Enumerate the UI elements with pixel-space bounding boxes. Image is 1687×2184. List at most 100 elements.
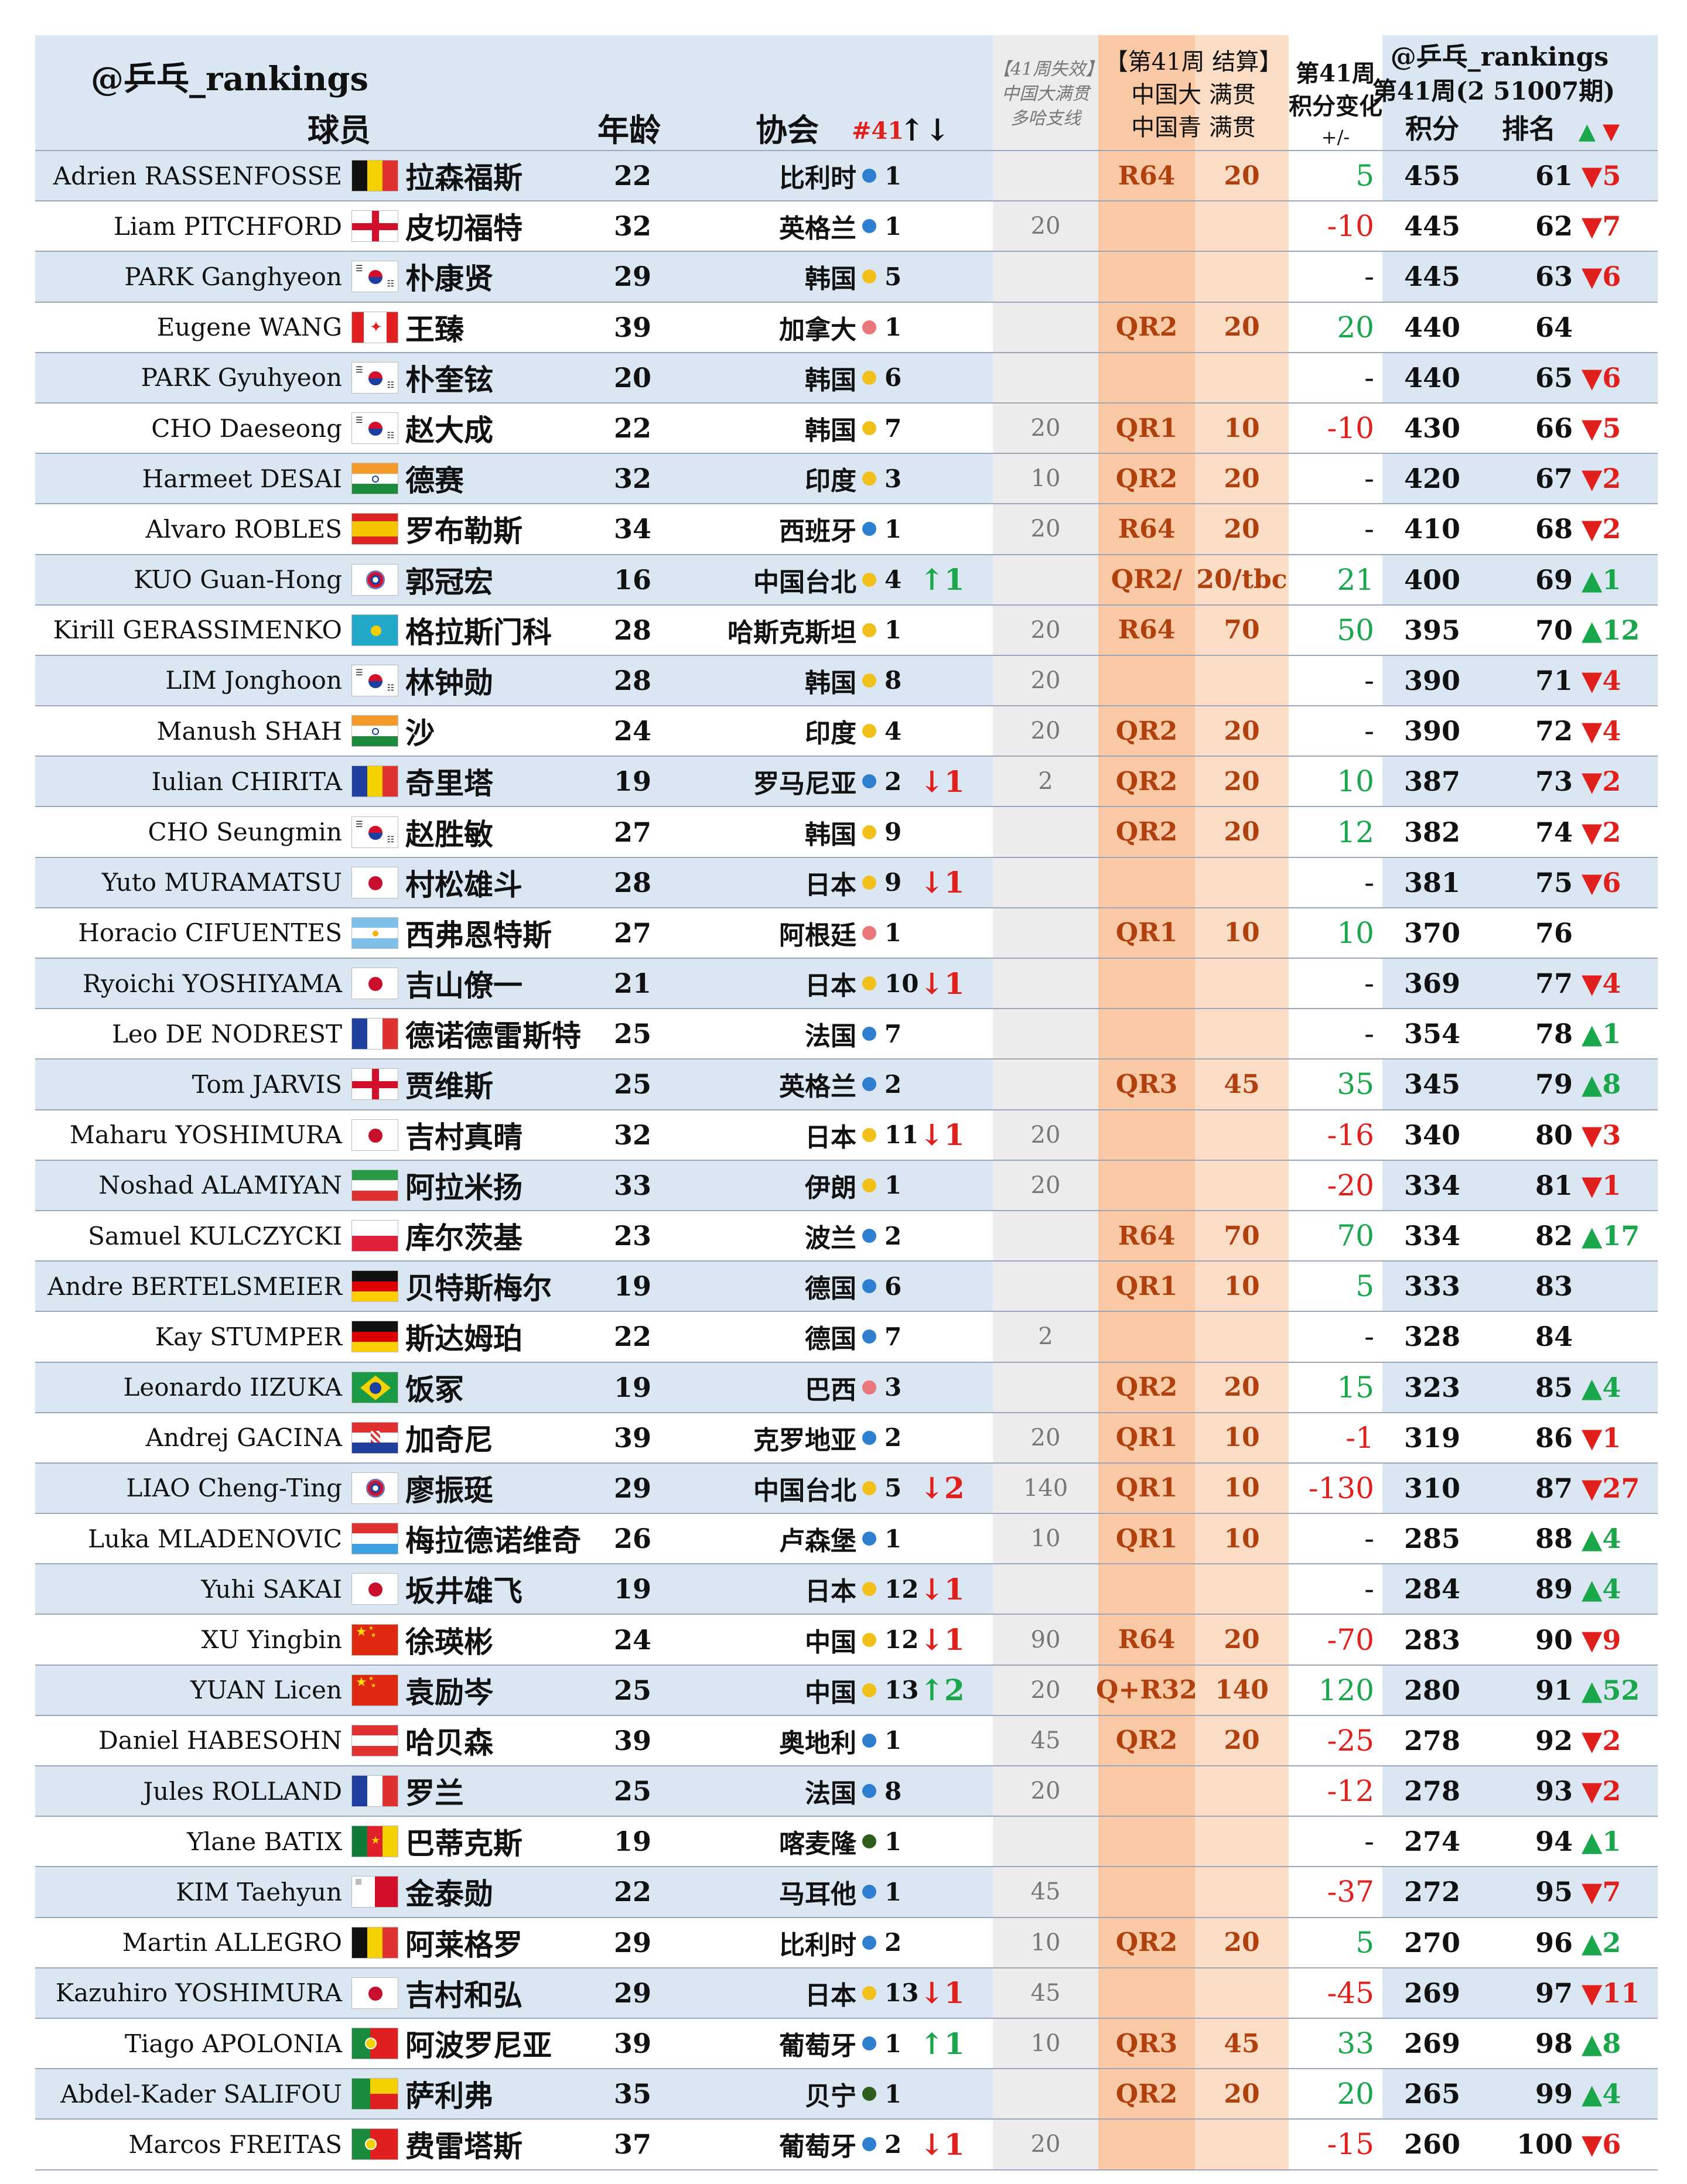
rank41: 1 xyxy=(885,313,902,342)
player-age: 25 xyxy=(613,1674,651,1706)
points-change: 5 xyxy=(1355,1269,1374,1304)
event-cell-bg xyxy=(1098,1059,1195,1109)
event-cell-bg xyxy=(1098,655,1195,706)
event-cell-bg xyxy=(1098,908,1195,958)
total-points: 370 xyxy=(1403,917,1461,949)
rankings-sheet: @乒乓_rankings 球员 年龄 协会 #41 ↑↓ 【41周失效】 中国大… xyxy=(35,35,1658,2171)
expiring-points: 2 xyxy=(1038,1323,1053,1351)
event-cell-bg xyxy=(1098,1362,1195,1412)
benin-flag-icon xyxy=(351,2078,398,2110)
spain-flag-icon xyxy=(351,513,398,545)
country-flag-icon xyxy=(350,858,399,907)
continent-dot-icon xyxy=(862,1077,876,1092)
ranking-position: 92 xyxy=(1535,1724,1573,1756)
continent-dot-icon xyxy=(862,1935,876,1950)
player-name-cn: 德赛 xyxy=(405,463,464,498)
total-points: 334 xyxy=(1403,1169,1461,1201)
expiring-points xyxy=(993,807,1098,856)
association-cell: 贝宁 xyxy=(691,2069,879,2118)
rank41-change xyxy=(920,1817,990,1866)
total-points: 280 xyxy=(1403,1674,1461,1706)
points-change: 5 xyxy=(1355,1925,1374,1960)
total-points: 283 xyxy=(1403,1624,1461,1656)
ranking-position: 75 xyxy=(1535,866,1573,898)
player-age: 24 xyxy=(613,715,651,747)
expiring-points xyxy=(993,1564,1098,1614)
rank41-change: ↓1 xyxy=(920,865,965,900)
player-name-en: Iulian CHIRITA xyxy=(151,767,342,796)
total-points: 269 xyxy=(1403,2028,1461,2060)
country-flag-icon xyxy=(350,555,399,604)
points-change: - xyxy=(1364,714,1374,748)
change-cell-bg xyxy=(1289,1262,1382,1311)
england-flag-icon xyxy=(351,1068,398,1100)
rank41: 1 xyxy=(885,161,902,190)
player-name-cn: 萨利弗 xyxy=(405,2079,493,2114)
continent-dot-icon xyxy=(862,1834,876,1849)
rank41: 10 xyxy=(885,969,919,998)
expiry-cell-bg xyxy=(993,908,1098,958)
points-change: 20 xyxy=(1337,310,1374,344)
event-points: 10 xyxy=(1224,1423,1260,1453)
total-points: 395 xyxy=(1403,614,1461,646)
player-name-en: Marcos FREITAS xyxy=(128,2130,342,2159)
player-name-cn: 费雷塔斯 xyxy=(405,2129,523,2164)
association-name: 西班牙 xyxy=(779,517,856,547)
association-cell: 阿根廷 xyxy=(691,908,879,958)
association-cell: 波兰 xyxy=(691,1211,879,1260)
total-points: 410 xyxy=(1403,513,1461,545)
table-row: Yuto MURAMATSU 村松雄斗 28 日本 9 ↓1 - 381 75 … xyxy=(35,856,1658,907)
event-points-cell-bg xyxy=(1195,1160,1289,1210)
england-flag-icon xyxy=(351,210,398,242)
change-header-1: 第41周 xyxy=(1296,60,1375,87)
total-points: 284 xyxy=(1403,1573,1461,1605)
table-row: Kazuhiro YOSHIMURA 吉村和弘 29 日本 13 ↓1 45 -… xyxy=(35,1967,1658,2018)
ranking-movement: ▼2 xyxy=(1582,513,1621,545)
player-name-en: Noshad ALAMIYAN xyxy=(98,1171,342,1200)
association-cell: 西班牙 xyxy=(691,504,879,553)
expiry-cell-bg xyxy=(993,403,1098,453)
change-cell-bg xyxy=(1289,1766,1382,1816)
expiring-points: 20 xyxy=(1030,616,1061,644)
col-assoc-header: 协会 xyxy=(756,111,819,149)
player-name-cn: 金泰勋 xyxy=(405,1877,493,1912)
event-points: 140 xyxy=(1215,1675,1269,1705)
expiring-points xyxy=(993,252,1098,301)
association-cell: 印度 xyxy=(691,454,879,503)
rank41: 2 xyxy=(885,1928,902,1957)
player-name-cn: 郭冠宏 xyxy=(405,564,493,599)
event-cell-bg xyxy=(1098,1514,1195,1564)
expiring-points: 20 xyxy=(1030,1424,1061,1451)
event-points xyxy=(1195,656,1289,705)
player-name-en: Tom JARVIS xyxy=(192,1069,342,1099)
association-name: 印度 xyxy=(805,719,856,749)
country-flag-icon: ☰ ☷ xyxy=(350,404,399,453)
rank41-change xyxy=(920,201,990,251)
expiring-points xyxy=(993,303,1098,352)
ranking-position: 79 xyxy=(1535,1068,1573,1100)
player-name-en: Leonardo IIZUKA xyxy=(123,1373,343,1402)
association-cell: 日本 xyxy=(691,1110,879,1160)
player-name-en: Ylane BATIX xyxy=(187,1827,342,1856)
expiry-cell-bg xyxy=(993,1413,1098,1462)
association-cell: 法国 xyxy=(691,1009,879,1058)
rank41-change: ↑1 xyxy=(920,2026,965,2061)
change-cell-bg xyxy=(1289,1615,1382,1665)
table-row: CHO Daeseong ☰ ☷ 赵大成 22 韩国 7 20 QR1 10 -1… xyxy=(35,402,1658,453)
total-points: 440 xyxy=(1403,361,1461,394)
player-name-cn: 村松雄斗 xyxy=(405,867,523,902)
player-name-en: CHO Daeseong xyxy=(151,413,342,443)
association-cell: 德国 xyxy=(691,1312,879,1361)
ranking-movement: ▲4 xyxy=(1582,1573,1621,1605)
association-name: 中国 xyxy=(805,1677,856,1708)
event-points-cell-bg xyxy=(1195,1413,1289,1462)
country-flag-icon xyxy=(350,1009,399,1058)
association-name: 比利时 xyxy=(779,1930,856,1960)
player-age: 34 xyxy=(613,513,651,545)
rank41-change xyxy=(920,1413,990,1462)
event-points: 20 xyxy=(1224,1927,1260,1958)
player-age: 35 xyxy=(613,2078,651,2110)
expiring-points xyxy=(993,858,1098,907)
tpe-flag-icon xyxy=(351,1472,398,1504)
association-cell: 葡萄牙 xyxy=(691,2120,879,2169)
